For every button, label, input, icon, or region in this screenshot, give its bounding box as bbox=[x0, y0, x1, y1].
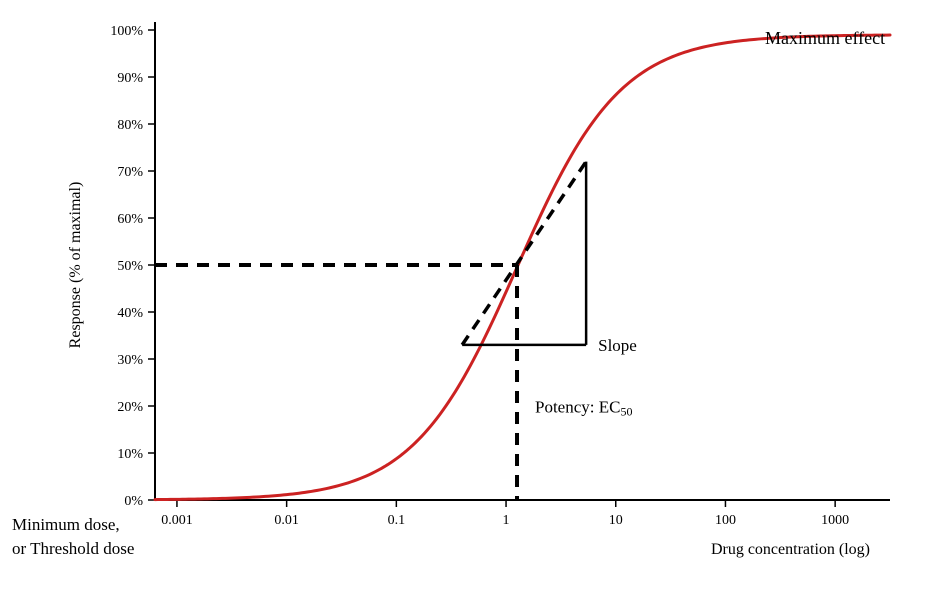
min-dose-label-line2: or Threshold dose bbox=[12, 539, 134, 558]
x-tick-label: 0.01 bbox=[274, 513, 299, 528]
y-tick-label: 60% bbox=[117, 212, 143, 227]
y-tick-label: 0% bbox=[124, 494, 143, 509]
y-tick-label: 50% bbox=[117, 259, 143, 274]
y-tick-label: 90% bbox=[117, 71, 143, 86]
min-dose-label-line1: Minimum dose, bbox=[12, 515, 120, 534]
x-axis-label: Drug concentration (log) bbox=[711, 541, 870, 558]
y-tick-label: 30% bbox=[117, 353, 143, 368]
x-tick-label: 0.1 bbox=[388, 513, 406, 528]
y-tick-label: 20% bbox=[117, 400, 143, 415]
y-axis-label: Response (% of maximal) bbox=[67, 182, 84, 349]
chart-bg bbox=[0, 0, 946, 602]
y-tick-label: 80% bbox=[117, 118, 143, 133]
y-tick-label: 40% bbox=[117, 306, 143, 321]
x-tick-label: 10 bbox=[609, 513, 623, 528]
y-tick-label: 100% bbox=[110, 24, 143, 39]
dose-response-chart: 0% 10% 20% 30% 40% 50% 60% 70% 80% 90% 100% 0.001 0.… bbox=[0, 0, 946, 602]
slope-label: Slope bbox=[598, 336, 637, 355]
x-tick-label: 1000 bbox=[821, 513, 849, 528]
y-tick-label: 70% bbox=[117, 165, 143, 180]
potency-label: Potency: EC50 bbox=[535, 398, 632, 419]
y-tick-label: 10% bbox=[117, 447, 143, 462]
x-tick-label: 1 bbox=[503, 513, 510, 528]
x-tick-label: 100 bbox=[715, 513, 736, 528]
x-tick-label: 0.001 bbox=[161, 513, 193, 528]
chart-svg: 0% 10% 20% 30% 40% 50% 60% 70% 80% 90% 100% 0.001 0.… bbox=[0, 0, 946, 602]
max-effect-label: Maximum effect bbox=[765, 28, 885, 48]
